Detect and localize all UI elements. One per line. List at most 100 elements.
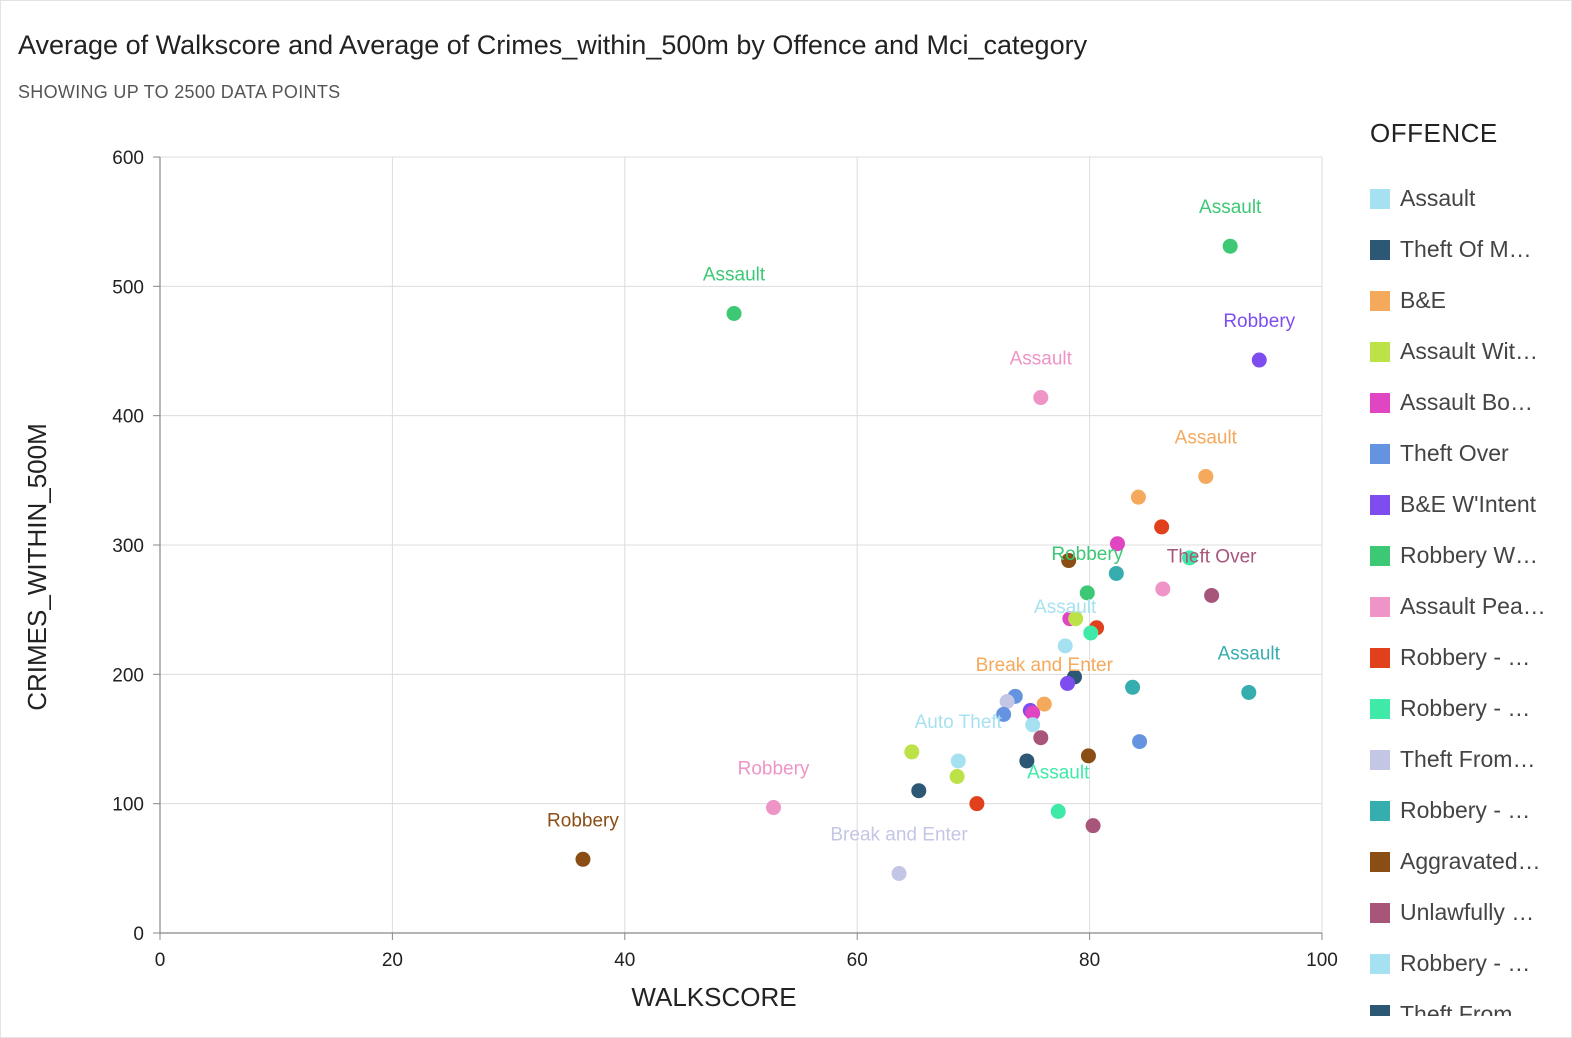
y-axis-title: CRIMES_WITHIN_500M <box>22 423 52 711</box>
legend-swatch <box>1370 290 1390 311</box>
x-tick-label: 60 <box>847 950 868 971</box>
legend-item[interactable]: Assault <box>1370 173 1560 224</box>
y-tick-label: 100 <box>112 795 144 816</box>
legend-items: Assault Theft Of M… B&E Assault Wit… Assault… <box>1370 173 1560 1016</box>
legend-swatch <box>1370 596 1390 617</box>
legend-label: Robbery W… <box>1400 542 1539 568</box>
legend-label: Aggravated… <box>1400 848 1541 874</box>
data-point <box>996 706 1012 722</box>
legend-label: Robbery - … <box>1400 695 1531 721</box>
legend-label: Theft From… <box>1400 746 1536 772</box>
chart-title: Average of Walkscore and Average of Crim… <box>18 30 1088 60</box>
data-point <box>949 769 965 785</box>
legend-title: OFFENCE <box>1370 118 1498 148</box>
data-label: Assault <box>1199 197 1262 218</box>
data-label: Assault <box>1175 427 1238 448</box>
legend-item[interactable]: Robbery - … <box>1370 938 1560 989</box>
data-point <box>1125 679 1141 695</box>
data-point <box>891 866 907 882</box>
y-tick-label: 300 <box>112 536 144 557</box>
legend-item[interactable]: Robbery W… <box>1370 530 1560 581</box>
legend-swatch <box>1370 392 1390 413</box>
data-point <box>969 796 985 812</box>
legend-item[interactable]: Theft From… <box>1370 989 1560 1016</box>
data-point <box>1132 734 1148 750</box>
legend-label: Assault Bo… <box>1400 389 1533 415</box>
legend-label: Theft Of M… <box>1400 236 1532 262</box>
legend-item[interactable]: B&E <box>1370 275 1560 326</box>
data-point <box>1154 519 1170 535</box>
data-point <box>1033 390 1049 406</box>
legend-item[interactable]: B&E W'Intent <box>1370 479 1560 530</box>
data-point <box>1085 818 1101 834</box>
data-point <box>1198 468 1214 484</box>
data-label: Robbery <box>1051 544 1123 565</box>
y-tick-label: 200 <box>112 665 144 686</box>
scatter-plot: 0 20 40 60 80 100 0 100 200 300 400 500 600 WALKSCORE… <box>22 148 1338 1012</box>
legend-item[interactable]: Assault Bo… <box>1370 377 1560 428</box>
legend-item[interactable]: Theft Of M… <box>1370 224 1560 275</box>
legend-swatch <box>1370 800 1390 821</box>
y-tick-label: 400 <box>112 407 144 428</box>
data-point <box>1061 553 1077 569</box>
legend-swatch <box>1370 953 1390 974</box>
legend-label: Assault Wit… <box>1400 338 1539 364</box>
data-label: Theft Over <box>1167 546 1257 567</box>
data-point <box>911 783 927 799</box>
legend-swatch <box>1370 1004 1390 1016</box>
legend-label: B&E W'Intent <box>1400 491 1537 517</box>
x-tick-label: 40 <box>614 950 635 971</box>
data-point <box>1033 730 1049 746</box>
legend-item[interactable]: Assault Wit… <box>1370 326 1560 377</box>
x-tick-label: 20 <box>382 950 403 971</box>
legend-swatch <box>1370 749 1390 770</box>
legend-label: Unlawfully … <box>1400 899 1535 925</box>
x-tick-label: 0 <box>155 950 166 971</box>
legend-label: Robbery - … <box>1400 797 1531 823</box>
x-axis-title: WALKSCORE <box>631 982 796 1012</box>
data-point <box>1080 748 1096 764</box>
legend-swatch <box>1370 341 1390 362</box>
legend-label: Theft Over <box>1400 440 1509 466</box>
data-point <box>1079 585 1095 601</box>
data-label: Assault <box>1027 762 1090 783</box>
legend-item[interactable]: Robbery - … <box>1370 785 1560 836</box>
legend-item[interactable]: Theft Over <box>1370 428 1560 479</box>
legend-label: Assault Pea… <box>1400 593 1546 619</box>
x-tick-label: 80 <box>1079 950 1100 971</box>
data-point <box>1068 611 1084 627</box>
legend-swatch <box>1370 188 1390 209</box>
data-point <box>1025 717 1041 733</box>
data-point <box>904 744 920 760</box>
data-point <box>1036 696 1052 712</box>
legend-item[interactable]: Theft From… <box>1370 734 1560 785</box>
legend-item[interactable]: Assault Pea… <box>1370 581 1560 632</box>
data-label: Assault <box>703 264 766 285</box>
legend-label: Robbery - … <box>1400 950 1531 976</box>
data-point <box>575 851 591 867</box>
y-tick-label: 500 <box>112 277 144 298</box>
data-point <box>1108 565 1124 581</box>
data-point <box>1241 684 1257 700</box>
legend-label: Robbery - … <box>1400 644 1531 670</box>
data-point <box>999 693 1015 709</box>
legend-item[interactable]: Robbery - … <box>1370 683 1560 734</box>
data-label: Break and Enter <box>976 655 1114 676</box>
data-label: Robbery <box>1223 311 1295 332</box>
y-tick-label: 600 <box>112 148 144 169</box>
legend-label: Theft From… <box>1400 1001 1536 1016</box>
data-point <box>1057 638 1073 654</box>
chart-subtitle: SHOWING UP TO 2500 DATA POINTS <box>18 82 341 102</box>
legend: OFFENCE Assault Theft Of M… B&E Assault Wit… <box>1370 118 1560 1016</box>
legend-swatch <box>1370 545 1390 566</box>
legend-item[interactable]: Aggravated… <box>1370 836 1560 887</box>
legend-swatch <box>1370 698 1390 719</box>
x-tick-label: 100 <box>1306 950 1338 971</box>
data-label: Auto Theft <box>915 712 1003 733</box>
legend-swatch <box>1370 647 1390 668</box>
data-point <box>1019 753 1035 769</box>
legend-item[interactable]: Unlawfully … <box>1370 887 1560 938</box>
data-point <box>1109 536 1125 552</box>
legend-item[interactable]: Robbery - … <box>1370 632 1560 683</box>
